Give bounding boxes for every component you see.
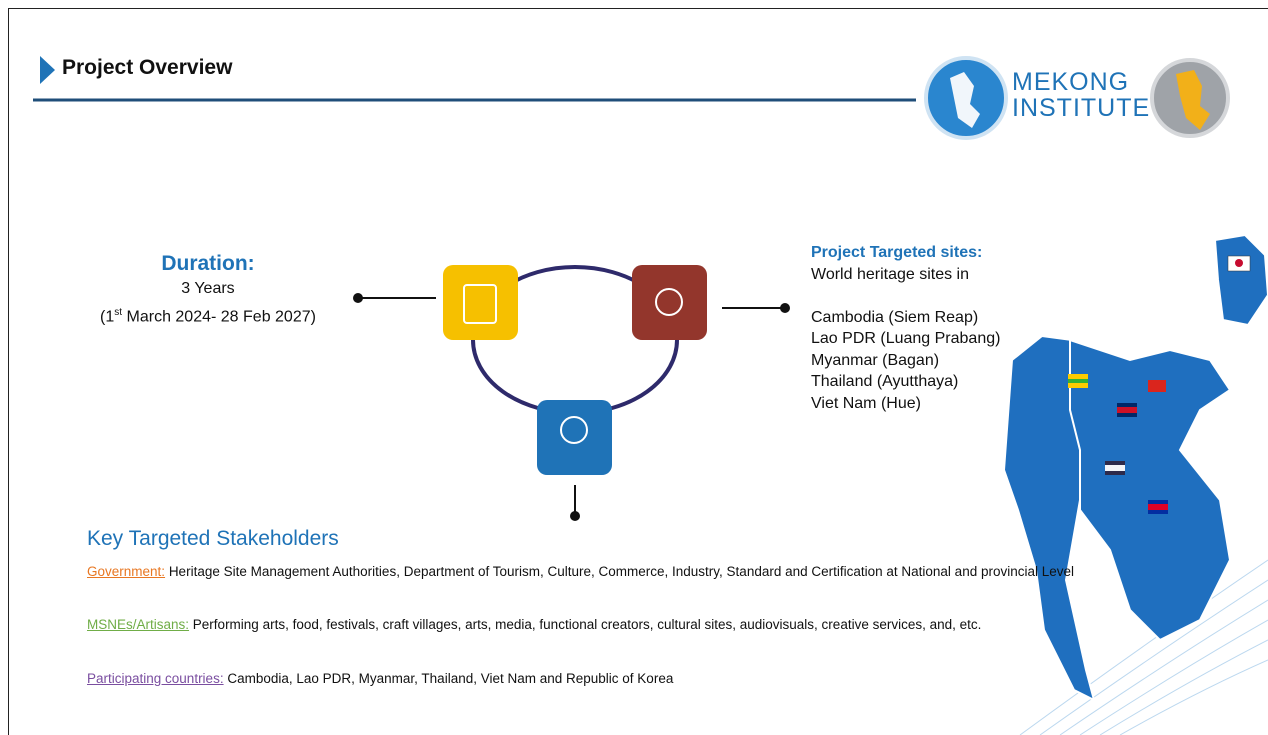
- site-item: Myanmar (Bagan): [811, 351, 940, 369]
- sites-intro: World heritage sites in: [811, 265, 969, 283]
- icon-plan-glyph: [463, 284, 497, 324]
- stakeholder-text: Performing arts, food, festivals, craft …: [192, 617, 982, 632]
- site-item: Cambodia (Siem Reap): [811, 308, 979, 326]
- connector-dot: [353, 293, 363, 303]
- stakeholder-label: Participating countries:: [87, 671, 224, 686]
- sites-heading: Project Targeted sites:: [811, 244, 983, 261]
- icon-people: [537, 400, 612, 475]
- icon-process-glyph: [655, 288, 683, 316]
- flag-myanmar-band: [1068, 379, 1088, 383]
- duration-heading: Duration:: [161, 252, 255, 275]
- frame: [8, 8, 1268, 735]
- icon-process: [632, 265, 707, 340]
- site-item: Lao PDR (Luang Prabang): [811, 330, 1001, 347]
- stakeholder-label: MSNEs/Artisans:: [87, 617, 190, 632]
- logo-seal-map: [1176, 70, 1210, 130]
- title-arrow: [40, 56, 55, 84]
- icon-people-glyph: [560, 416, 588, 444]
- flag-laos-band: [1117, 407, 1137, 413]
- superscript: st: [114, 307, 123, 318]
- text: March 2024- 28 Feb 2027): [122, 308, 316, 326]
- flag-vietnam: [1148, 380, 1166, 392]
- site-item: Viet Nam (Hue): [811, 394, 921, 412]
- stakeholder-entry: Government: Heritage Site Management Aut…: [87, 558, 1076, 585]
- flag-korea-mark: [1235, 259, 1243, 267]
- logo-map: [950, 72, 980, 128]
- stakeholder-text: Heritage Site Management Authorities, De…: [168, 564, 1075, 579]
- sites: Project Targeted sites: World heritage s…: [811, 242, 1000, 414]
- text: (1: [100, 308, 115, 326]
- duration: Duration: 3 Years (1st March 2024- 28 Fe…: [58, 250, 358, 329]
- duration-length: 3 Years: [181, 280, 235, 297]
- duration-period: (1st March 2024- 28 Feb 2027): [58, 301, 358, 329]
- stakeholder-entry: Participating countries: Cambodia, Lao P…: [87, 665, 1087, 692]
- stakeholder-text: Cambodia, Lao PDR, Myanmar, Thailand, Vi…: [227, 671, 674, 686]
- logo-text: INSTITUTE: [1012, 94, 1151, 122]
- connector-dot: [780, 303, 790, 313]
- icon-plan: [443, 265, 518, 340]
- connector-dot: [570, 511, 580, 521]
- site-item: Thailand (Ayutthaya): [811, 373, 959, 390]
- site-list: Cambodia (Siem Reap) Lao PDR (Luang Praba…: [811, 307, 1000, 415]
- logo-text: MEKONG: [1012, 68, 1130, 96]
- flag-cambodia-band: [1148, 504, 1168, 510]
- stakeholder-label: Government:: [87, 564, 166, 579]
- waves: [1019, 559, 1268, 735]
- stakeholder-entry: MSNEs/Artisans: Performing arts, food, f…: [87, 611, 1076, 638]
- map: [1002, 233, 1268, 702]
- spacer: [811, 285, 1000, 307]
- stakeholders-heading: Key Targeted Stakeholders: [87, 527, 339, 550]
- slide-title: Project Overview: [62, 56, 233, 79]
- flag-thailand-band: [1105, 465, 1125, 471]
